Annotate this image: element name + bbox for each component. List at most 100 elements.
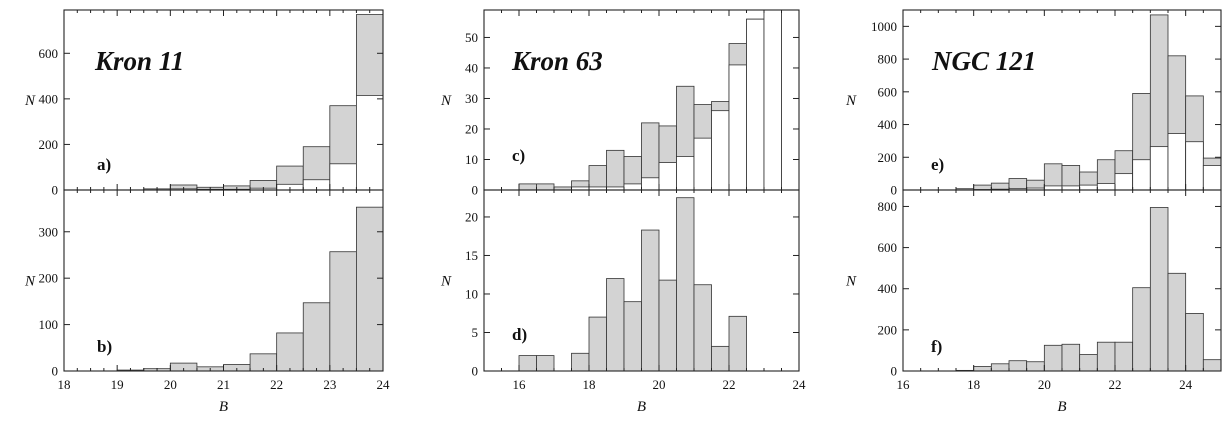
histogram-bar — [518, 183, 537, 191]
y-tick-label: 0 — [891, 364, 898, 379]
y-tick-label: 600 — [878, 240, 898, 255]
histogram-bar — [1026, 361, 1045, 372]
histogram-bar-subset — [1079, 184, 1098, 191]
histogram-bar — [990, 363, 1010, 372]
x-tick-label: 18 — [967, 377, 980, 392]
histogram-bar-subset — [1061, 185, 1081, 191]
y-axis-label: N — [845, 274, 857, 290]
panel-letter: c) — [512, 146, 525, 165]
histogram-bar — [728, 315, 747, 372]
histogram-bar-subset — [1132, 159, 1151, 191]
y-tick-label: 0 — [52, 183, 59, 198]
histogram-bar — [356, 206, 384, 372]
y-tick-label: 0 — [891, 183, 898, 198]
histogram-bar-subset — [658, 162, 677, 191]
x-tick-label: 22 — [270, 377, 283, 392]
histogram-bar-subset — [641, 177, 660, 191]
y-tick-label: 400 — [39, 91, 59, 106]
histogram-bar-subset — [1096, 183, 1116, 191]
histogram-bar — [1043, 344, 1063, 372]
histogram-bar — [536, 183, 555, 191]
y-tick-label: 5 — [472, 325, 479, 340]
panel-title: Kron 63 — [511, 46, 603, 76]
y-tick-label: 10 — [465, 286, 478, 301]
histogram-bar — [588, 165, 607, 191]
histogram-bar-subset — [728, 64, 747, 191]
x-tick-label: 19 — [111, 377, 124, 392]
x-tick-label: 16 — [897, 377, 911, 392]
panel-letter: e) — [931, 155, 944, 174]
histogram-bar — [302, 302, 331, 372]
x-tick-label: 20 — [164, 377, 177, 392]
y-axis-label: N — [24, 274, 36, 290]
histogram-bar — [1008, 360, 1028, 372]
y-tick-label: 10 — [465, 152, 478, 167]
histogram-bar — [606, 278, 625, 372]
histogram-bar-subset — [763, 9, 782, 191]
panel-letter: b) — [97, 337, 112, 356]
y-tick-label: 600 — [878, 84, 898, 99]
histogram-bar — [1079, 354, 1098, 372]
histogram-bar — [588, 316, 607, 372]
histogram-bar — [641, 229, 660, 372]
histogram-bar-subset — [676, 156, 695, 191]
panel-d — [483, 189, 800, 372]
x-tick-label: 24 — [1179, 377, 1193, 392]
histogram-bar-subset — [356, 95, 384, 191]
panel-e — [902, 9, 1222, 191]
y-tick-label: 100 — [39, 317, 59, 332]
histogram-bar — [276, 332, 304, 372]
histogram-bar-subset — [746, 18, 765, 191]
x-tick-label: 18 — [583, 377, 596, 392]
y-tick-label: 400 — [878, 281, 898, 296]
y-tick-label: 600 — [39, 46, 59, 61]
histogram-bar-subset — [711, 110, 730, 191]
y-tick-label: 0 — [52, 364, 59, 379]
histogram-bar — [1185, 313, 1204, 372]
x-tick-label: 20 — [653, 377, 666, 392]
y-axis-label: N — [24, 93, 36, 109]
x-tick-label: 24 — [377, 377, 391, 392]
histogram-bar — [711, 345, 730, 372]
y-axis-label: N — [440, 274, 452, 290]
panel-letter: a) — [97, 155, 111, 174]
histogram-bar — [658, 279, 677, 372]
histogram-bar — [1202, 359, 1222, 372]
histogram-bar — [1132, 287, 1151, 372]
y-tick-label: 800 — [878, 52, 898, 67]
histogram-bar — [1061, 343, 1081, 372]
histogram-bar — [973, 366, 992, 372]
x-tick-label: 21 — [217, 377, 230, 392]
x-tick-label: 20 — [1038, 377, 1051, 392]
panel-c — [483, 9, 800, 191]
y-axis-label: N — [440, 93, 452, 109]
histogram-bar — [1096, 341, 1116, 372]
x-tick-label: 22 — [723, 377, 736, 392]
histogram-bar — [518, 355, 537, 372]
y-tick-label: 200 — [39, 271, 59, 286]
y-tick-label: 200 — [878, 322, 898, 337]
y-tick-label: 20 — [465, 121, 478, 136]
histogram-bar-subset — [623, 183, 642, 191]
histogram-bar — [571, 352, 590, 372]
x-axis-label: B — [219, 399, 228, 415]
histogram-bar — [693, 284, 712, 372]
histogram-bar — [623, 301, 642, 372]
panel-letter: f) — [931, 337, 942, 356]
histogram-bar — [329, 251, 357, 372]
y-tick-label: 1000 — [871, 19, 897, 34]
panel-letter: d) — [512, 325, 527, 344]
histogram-bar-subset — [329, 163, 357, 191]
panel-title: NGC 121 — [931, 46, 1036, 76]
y-tick-label: 30 — [465, 91, 478, 106]
y-tick-label: 15 — [465, 248, 478, 263]
y-tick-label: 200 — [39, 137, 59, 152]
y-tick-label: 0 — [472, 183, 479, 198]
y-tick-label: 0 — [472, 364, 479, 379]
histogram-bar-subset — [1185, 141, 1204, 191]
y-tick-label: 50 — [465, 30, 478, 45]
histogram-bar — [536, 355, 555, 372]
y-tick-label: 200 — [878, 150, 898, 165]
y-tick-label: 400 — [878, 117, 898, 132]
